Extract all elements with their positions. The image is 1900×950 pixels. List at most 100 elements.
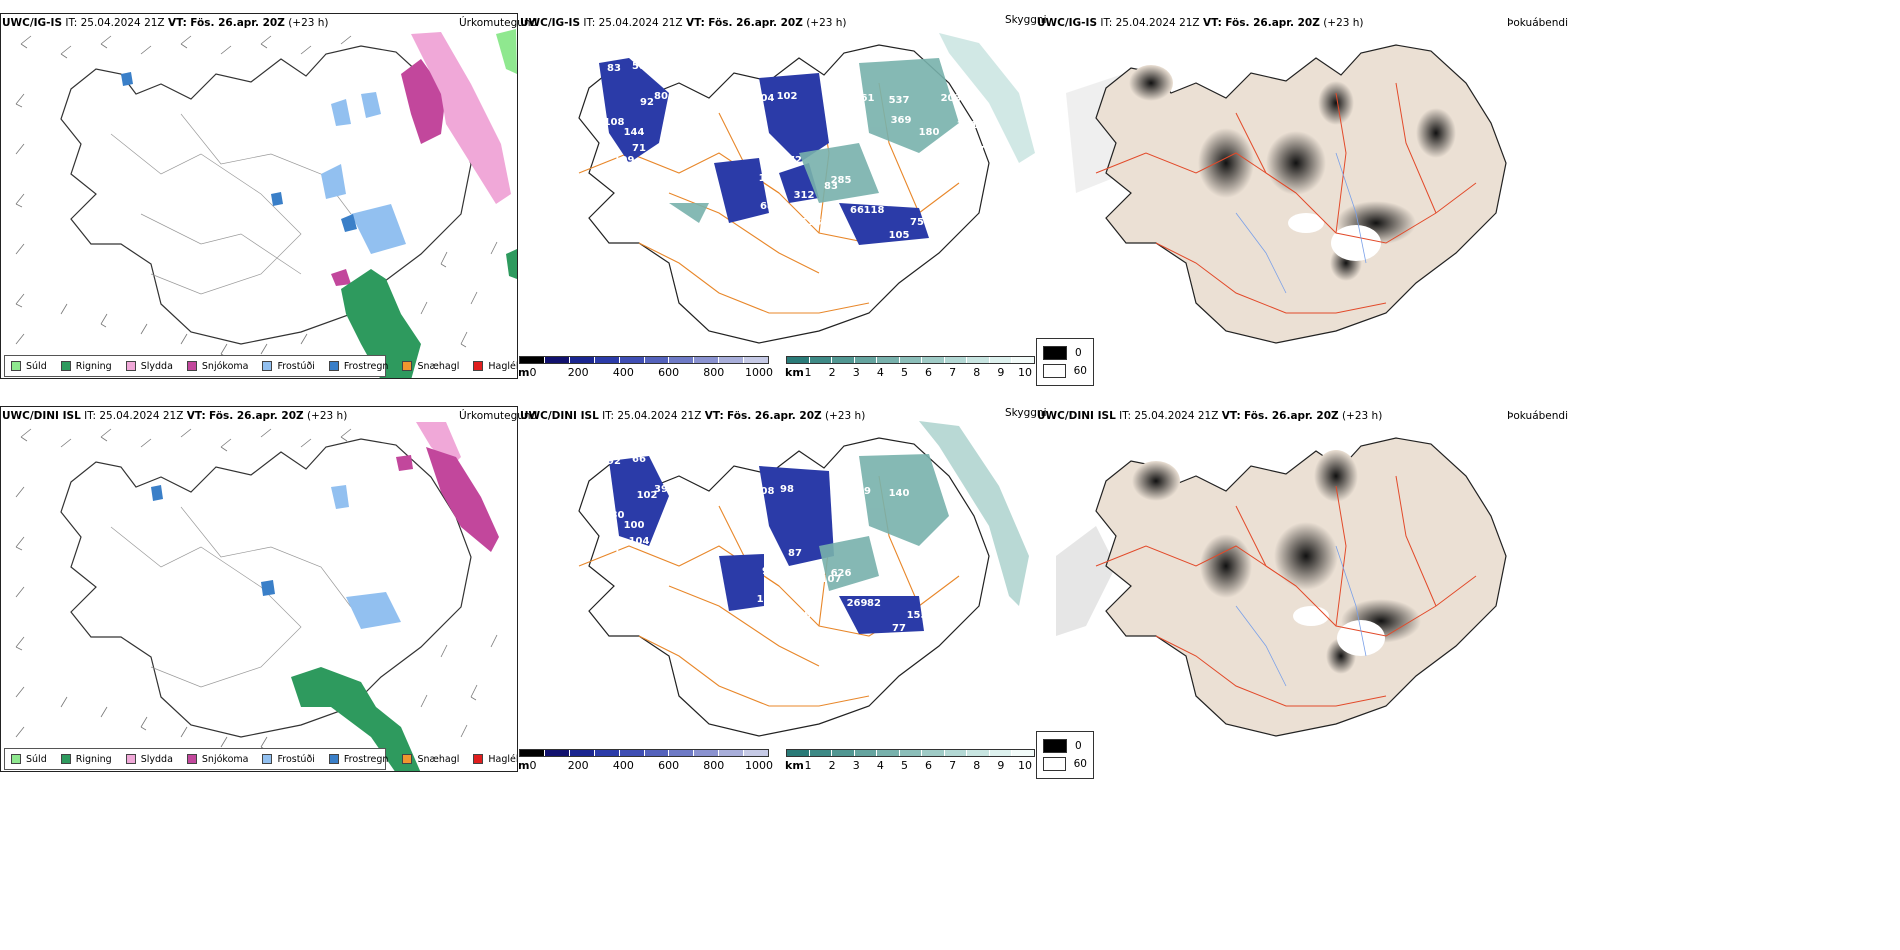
cloud-base-label: 110	[759, 173, 780, 184]
colorbar-tick-label: 200	[567, 366, 589, 379]
colorbar-bin	[669, 357, 695, 363]
colorbar-bin	[989, 357, 1013, 363]
wind-barbs	[15, 428, 498, 751]
freezing-drizzle-areas	[321, 92, 406, 254]
colorbar-bin	[594, 357, 620, 363]
cloud-base-label: 72	[788, 155, 802, 166]
colorbar-bin	[854, 750, 878, 756]
legend-label: Snjókoma	[201, 753, 249, 765]
colorbar-bin	[989, 750, 1013, 756]
fog-rivers	[1235, 545, 1367, 687]
visibility-areas	[819, 454, 949, 591]
legend-swatch	[262, 754, 273, 764]
legend-label: Snjókoma	[201, 360, 249, 372]
colorbar-bin	[832, 750, 855, 756]
colorbar-bin	[569, 357, 595, 363]
colorbar-bin	[899, 750, 923, 756]
colorbar-tick-label: 10	[1018, 366, 1032, 379]
drizzle-area	[496, 29, 517, 74]
cloud-base-label: 93	[762, 566, 776, 577]
rain-area	[291, 667, 421, 771]
legend-item-haglél: Haglél	[473, 754, 517, 765]
low-ceiling-areas	[599, 58, 929, 245]
colorbar-tick-label: 9	[997, 366, 1005, 379]
legend-item-slydda: Slydda	[125, 361, 173, 372]
legend-item-rigning: Rigning	[60, 753, 112, 765]
cloud-base-label: 155	[907, 610, 928, 621]
fog-panel-label-bottom: Þokuábendi	[1507, 410, 1568, 422]
cloud-base-label: 57	[727, 626, 741, 637]
colorbar-bin	[544, 750, 570, 756]
precip-panel-label-bottom: Úrkomutegund	[459, 410, 538, 422]
colorbar-tick-label: 400	[612, 759, 634, 772]
precip-title-bottom: UWC/DINI ISL IT: 25.04.2024 21Z VT: Fös.…	[2, 410, 348, 422]
fog-map-svg	[1036, 13, 1554, 379]
fog-title-bottom: UWC/DINI ISL IT: 25.04.2024 21Z VT: Fös.…	[1037, 410, 1383, 422]
iceland-outline	[578, 44, 990, 344]
colorbar-bin	[569, 750, 595, 756]
colorbar-bin	[619, 357, 645, 363]
colorbar-tick-label: 800	[703, 366, 725, 379]
colorbar-tick-label: 800	[703, 759, 725, 772]
legend-swatch	[473, 754, 484, 764]
visibility-panel-label-bottom: Skyggni	[1005, 407, 1047, 419]
cloud-base-label: 108	[754, 486, 775, 497]
precip-legend: Súld Rigning Slydda Snjókoma Frostúði Frostre…	[4, 355, 517, 377]
cloud-base-label: 104	[754, 93, 775, 104]
precip-title-top: UWC/IG-IS IT: 25.04.2024 21Z VT: Fös. 26…	[2, 17, 329, 29]
legend-label: Slydda	[140, 753, 173, 765]
sleet-area	[411, 32, 511, 204]
cloud-base-label: 109	[614, 155, 635, 166]
colorbar-bin	[1012, 750, 1035, 756]
colorbar-tick-label: 4	[876, 759, 884, 772]
legend-swatch	[11, 361, 21, 371]
legend-label: Frostúði	[277, 753, 315, 765]
cloud-base-label: 59	[857, 486, 871, 497]
cloud-base-label: 71	[632, 143, 646, 154]
freezing-drizzle-areas	[331, 485, 401, 629]
cloud-base-label: 83	[797, 583, 811, 594]
colorbar-bin	[787, 750, 810, 756]
legend-label: Frostregn	[343, 753, 389, 765]
model-name: UWC/IG-IS	[2, 17, 63, 29]
fog-indicator-map-top	[1036, 13, 1554, 379]
precip-type-map-bottom: Súld Rigning Slydda Snjókoma Frostúði Frostre…	[0, 406, 518, 772]
precip-map-svg	[15, 29, 517, 378]
fog-legend-top: 0 60	[1036, 338, 1094, 386]
cloud-base-label: 104	[629, 536, 650, 547]
fog-roads	[1095, 475, 1477, 707]
cloud-base-label: 369	[891, 115, 912, 126]
cloud-base-label: 537	[889, 95, 910, 106]
legend-label: Rigning	[75, 753, 112, 765]
legend-label: Snæhagl	[417, 360, 460, 372]
colorbar-bin	[809, 357, 833, 363]
cloud-base-label: 66	[632, 454, 646, 465]
cloud-base-label: 84	[707, 586, 721, 597]
cloud-base-label: 92	[607, 456, 621, 467]
fog-indicator-map-bottom	[1036, 406, 1554, 772]
cloud-base-label: 180	[604, 510, 625, 521]
cloud-base-label: 159	[757, 594, 778, 605]
colorbar-bin	[922, 750, 945, 756]
cloud-base-label: 80	[654, 91, 668, 102]
cloud-base-label: 39	[654, 484, 668, 495]
colorbar-tick-label: 0	[529, 366, 537, 379]
cloud-base-label: 107	[694, 516, 715, 527]
legend-item-slydda: Slydda	[125, 753, 173, 765]
precip-legend: Súld Rigning Slydda Snjókoma Frostúði Frostre…	[4, 748, 517, 770]
colorbar-bin	[694, 357, 720, 363]
cloud-base-label: 75	[707, 193, 721, 204]
legend-swatch	[186, 754, 197, 764]
colorbar-bin	[1012, 357, 1035, 363]
iceland-outline	[578, 437, 990, 737]
ceiling-colorbar-top: m 0 200 400 600 800 1000	[519, 356, 773, 379]
ceiling-title-top: UWC/IG-IS IT: 25.04.2024 21Z VT: Fös. 26…	[520, 17, 847, 29]
fog-dark-areas	[1132, 450, 1421, 674]
colorbar-bin	[719, 357, 745, 363]
legend-swatch	[402, 361, 413, 371]
colorbar-bin	[544, 357, 570, 363]
ceiling-title-bottom: UWC/DINI ISL IT: 25.04.2024 21Z VT: Fös.…	[520, 410, 866, 422]
colorbar-bin	[520, 750, 545, 756]
rain-area	[341, 269, 421, 378]
